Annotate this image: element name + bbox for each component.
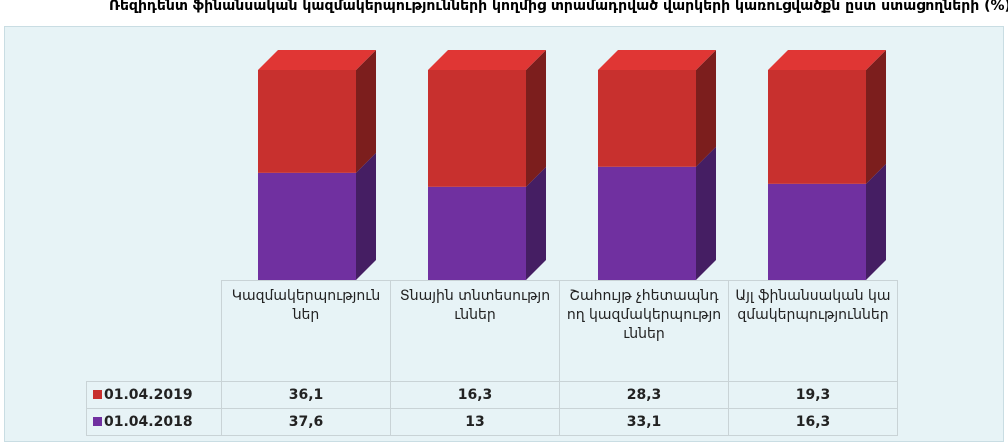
value-cell: 13 — [390, 408, 560, 436]
bar-side — [526, 50, 546, 187]
bar-top — [258, 50, 376, 70]
bar-segment — [428, 186, 526, 280]
bar-segment — [428, 70, 526, 187]
value-cell: 33,1 — [559, 408, 729, 436]
bar-segment — [768, 183, 866, 280]
category-label: Այլ ֆինանսական կազմակերպություններ — [728, 280, 898, 382]
bar-side — [696, 146, 716, 280]
data-table: Կազմակերպություններ Տնային տնտեսություննե… — [86, 280, 898, 436]
chart-title: Ռեզիդենտ ֆինանսական կազմակերպությունների… — [109, 0, 1008, 14]
category-label: Շահույթ չհետապնդող կազմակերպություններ — [559, 280, 729, 382]
bar-top — [428, 50, 546, 70]
bar-side — [866, 163, 886, 280]
bar-top — [768, 50, 886, 70]
bar-side — [526, 166, 546, 280]
series-row: 01.04.2018 37,6 13 33,1 16,3 — [86, 408, 898, 436]
value-cell: 16,3 — [728, 408, 898, 436]
category-label: Կազմակերպություններ — [221, 280, 391, 382]
bar-side — [696, 50, 716, 167]
series-row: 01.04.2019 36,1 16,3 28,3 19,3 — [86, 381, 898, 409]
category-label: Տնային տնտեսություններ — [390, 280, 560, 382]
bar-side — [866, 50, 886, 184]
bar-segment — [768, 70, 866, 184]
bar-side — [356, 50, 376, 173]
legend-label: 01.04.2018 — [104, 414, 193, 430]
value-cell: 37,6 — [221, 408, 391, 436]
bar-segment — [258, 70, 356, 173]
value-cell: 36,1 — [221, 381, 391, 409]
bar-segment — [598, 166, 696, 280]
legend-cell: 01.04.2018 — [86, 408, 222, 436]
bar-segment — [598, 70, 696, 167]
legend-swatch — [93, 390, 102, 399]
legend-cell: 01.04.2019 — [86, 381, 222, 409]
value-cell: 19,3 — [728, 381, 898, 409]
bar-segment — [258, 172, 356, 280]
legend-swatch — [93, 417, 102, 426]
corner-cell — [87, 281, 222, 382]
bar-top — [598, 50, 716, 70]
value-cell: 28,3 — [559, 381, 729, 409]
legend-label: 01.04.2019 — [104, 387, 193, 403]
header-row: Կազմակերպություններ Տնային տնտեսություննե… — [87, 280, 898, 382]
value-cell: 16,3 — [390, 381, 560, 409]
bar-side — [356, 152, 376, 280]
